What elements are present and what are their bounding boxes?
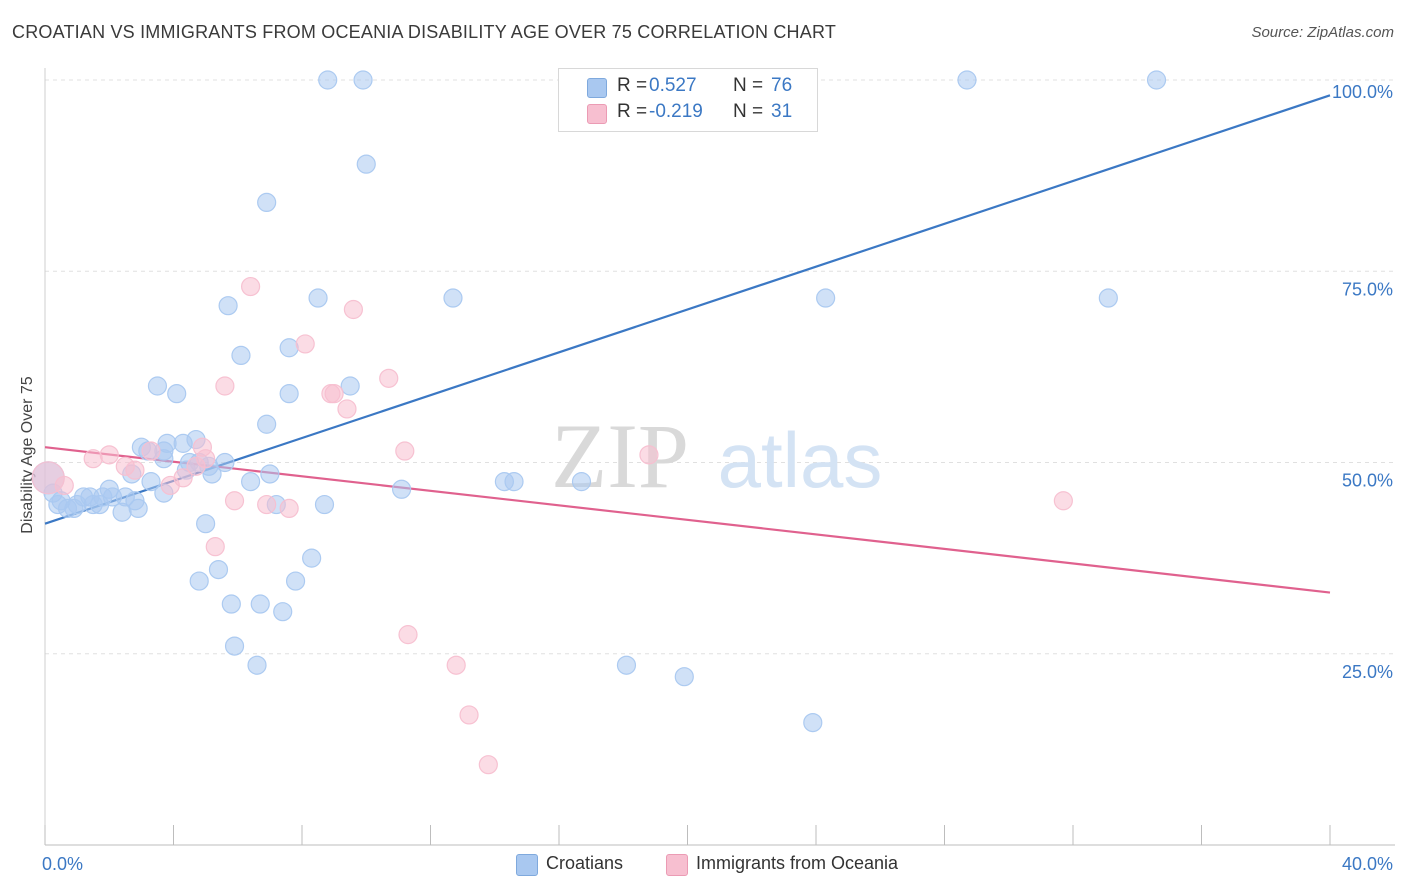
croatians-point xyxy=(803,712,823,733)
legend-n-label: N = xyxy=(733,101,764,122)
oceania-point xyxy=(1053,491,1073,511)
oceania-point xyxy=(125,460,145,480)
croatians-point xyxy=(1098,288,1118,308)
croatians-point xyxy=(356,154,376,174)
croatians-point xyxy=(443,288,463,308)
croatians-point xyxy=(279,384,299,404)
oceania-point xyxy=(459,705,479,725)
croatians-point xyxy=(247,655,267,675)
croatians-point xyxy=(221,594,241,614)
bottom-legend-label-croatians: Croatians xyxy=(546,853,624,873)
oceania-point xyxy=(478,755,498,775)
croatians-point xyxy=(141,472,161,492)
croatians-point xyxy=(189,571,209,591)
oceania-point xyxy=(141,441,161,461)
croatians-point xyxy=(308,288,328,308)
croatians-point xyxy=(147,376,168,396)
croatians-point xyxy=(504,472,524,492)
y-tick-label: 75.0% xyxy=(1342,279,1393,299)
croatians-point xyxy=(279,338,299,358)
oceania-point xyxy=(192,437,213,457)
croatians-point xyxy=(391,479,412,499)
legend: R = 0.527 N = 76 R = -0.219 N = 31 xyxy=(558,68,818,132)
chart-title: CROATIAN VS IMMIGRANTS FROM OCEANIA DISA… xyxy=(12,22,837,42)
legend-n-label: N = xyxy=(733,75,764,96)
croatians-point xyxy=(224,636,245,656)
oceania-point xyxy=(54,475,74,496)
croatians-point xyxy=(674,667,694,687)
croatians-point xyxy=(257,414,277,434)
croatians-point xyxy=(1146,70,1167,90)
oceania-point xyxy=(257,494,277,515)
legend-n-value: 31 xyxy=(771,101,793,122)
watermark: ZIP atlas xyxy=(551,405,882,507)
legend-r-label: R = xyxy=(617,75,648,96)
legend-swatch-oceania xyxy=(587,104,607,124)
croatians-point xyxy=(314,494,335,515)
trend-lines xyxy=(44,94,1331,594)
oceania-point xyxy=(99,445,119,465)
croatians-point xyxy=(196,514,216,534)
croatians-point xyxy=(318,70,338,90)
croatians-point xyxy=(616,655,637,675)
oceania-point xyxy=(343,299,363,320)
oceania-point xyxy=(395,441,415,461)
oceania-point xyxy=(224,491,245,511)
croatians-point xyxy=(128,498,148,518)
croatians-point xyxy=(215,452,235,473)
bottom-legend-label-oceania: Immigrants from Oceania xyxy=(696,853,899,873)
y-tick-label: 25.0% xyxy=(1342,662,1393,682)
x-tick-label-max: 40.0% xyxy=(1342,854,1393,874)
oceania-point xyxy=(173,468,193,488)
croatians-point xyxy=(231,345,251,365)
oceania-point xyxy=(379,368,399,388)
axes xyxy=(44,68,1395,846)
croatians-point xyxy=(957,70,977,90)
watermark-atlas: atlas xyxy=(718,416,883,504)
legend-swatch-croatians xyxy=(587,78,607,98)
croatians-point xyxy=(340,376,360,396)
croatians-point xyxy=(353,70,373,90)
oceania-point xyxy=(639,445,659,465)
croatians-point xyxy=(571,472,592,492)
data-points xyxy=(31,70,1167,775)
y-tick-label: 100.0% xyxy=(1332,82,1393,102)
legend-r-label: R = xyxy=(617,101,648,122)
croatians-point xyxy=(816,288,836,308)
oceania-point xyxy=(446,655,466,675)
bottom-legend-swatch-croatians xyxy=(516,854,538,876)
croatians-point xyxy=(218,296,238,316)
oceania-point xyxy=(279,498,299,518)
croatians-point xyxy=(260,464,280,484)
oceania-point xyxy=(324,384,344,404)
legend-r-value: -0.219 xyxy=(649,101,703,122)
x-tick-label-min: 0.0% xyxy=(42,854,83,874)
oceania-point xyxy=(83,449,103,469)
legend-r-value: 0.527 xyxy=(649,75,697,96)
oceania-point xyxy=(295,334,315,354)
watermark-zip: ZIP xyxy=(551,405,689,507)
oceania-point xyxy=(398,625,418,645)
bottom-legend-swatch-oceania xyxy=(666,854,688,876)
croatians-trend-line xyxy=(44,94,1331,525)
tick-labels: 100.0% 75.0% 50.0% 25.0% 0.0% 40.0% xyxy=(42,82,1393,874)
oceania-point xyxy=(205,537,225,557)
y-tick-label: 50.0% xyxy=(1342,471,1393,491)
croatians-point xyxy=(250,594,270,614)
croatians-point xyxy=(208,559,229,580)
oceania-trend-line xyxy=(44,446,1331,594)
croatians-point xyxy=(241,472,261,492)
oceania-point xyxy=(241,276,261,297)
croatians-point xyxy=(273,602,293,622)
chart-source: Source: ZipAtlas.com xyxy=(1251,24,1394,41)
croatians-point xyxy=(167,384,187,404)
oceania-point xyxy=(337,399,357,419)
croatians-point xyxy=(257,192,277,212)
croatians-point xyxy=(285,571,306,591)
oceania-point xyxy=(215,376,235,396)
legend-n-value: 76 xyxy=(771,75,793,96)
gridlines xyxy=(45,79,1395,655)
croatians-point xyxy=(302,548,322,568)
